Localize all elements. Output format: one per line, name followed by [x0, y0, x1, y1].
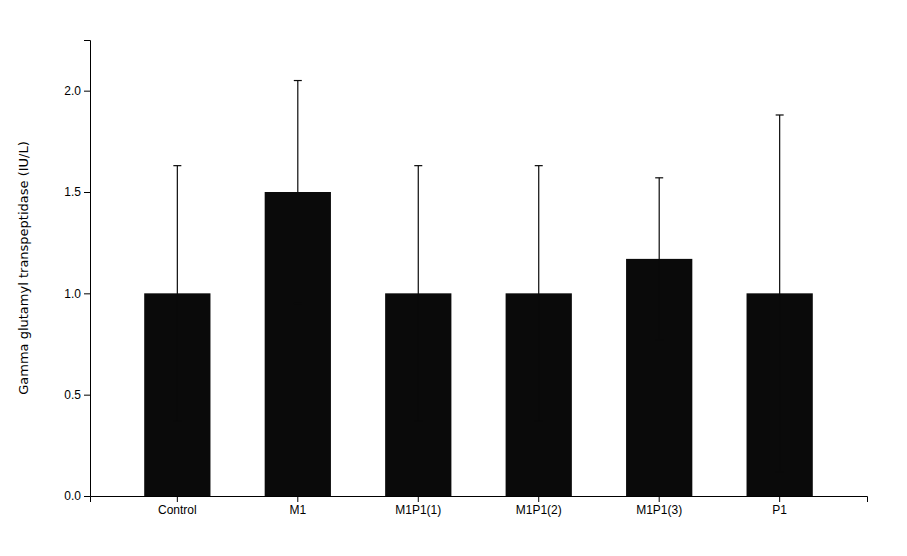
- y-tick: 0.0: [64, 489, 90, 503]
- y-tick-label: 0.5: [64, 388, 81, 402]
- y-tick-label: 2.0: [64, 84, 81, 98]
- error-bar: [294, 81, 302, 304]
- error-bar: [173, 166, 181, 421]
- x-tick-mark: [418, 496, 419, 502]
- x-tick-mark: [659, 496, 660, 502]
- error-bar-cap-upper: [535, 165, 543, 166]
- y-tick-mark: [84, 293, 90, 294]
- error-bar-cap-lower: [173, 420, 181, 421]
- x-tick: M1P1(1): [395, 496, 441, 517]
- x-tick-mark: [177, 496, 178, 502]
- x-tick-label: M1P1(3): [636, 503, 682, 517]
- y-tick-mark: [84, 192, 90, 193]
- x-tick-label: M1: [289, 503, 306, 517]
- y-tick: 2.0: [64, 84, 90, 98]
- error-bar: [414, 166, 422, 421]
- x-tick: P1: [772, 496, 787, 517]
- y-tick: 1.0: [64, 287, 90, 301]
- error-bar-stem: [659, 178, 660, 340]
- x-tick-mark: [297, 496, 298, 502]
- y-axis-line: [84, 41, 91, 497]
- error-bar: [776, 115, 784, 472]
- y-tick-label: 0.0: [64, 489, 81, 503]
- error-bar: [655, 178, 663, 340]
- x-tick: M1P1(2): [516, 496, 562, 517]
- error-bar-cap-lower: [776, 471, 784, 472]
- marks: [144, 81, 813, 496]
- y-tick-mark: [84, 91, 90, 92]
- x-tick: M1P1(3): [636, 496, 682, 517]
- error-bar-cap-upper: [414, 165, 422, 166]
- x-tick-mark: [779, 496, 780, 502]
- y-tick-label: 1.0: [64, 287, 81, 301]
- error-bar-stem: [538, 166, 539, 421]
- y-axis: 0.0 0.5 1.0 1.5 2.0: [64, 41, 90, 504]
- error-bar-cap-lower: [294, 303, 302, 304]
- error-bar-cap-upper: [776, 114, 784, 115]
- x-axis-line: [91, 497, 868, 503]
- error-bar-stem: [177, 166, 178, 421]
- x-tick: M1: [289, 496, 306, 517]
- y-tick-label: 1.5: [64, 185, 81, 199]
- chart: Control M1 M1P1(1) M1P1(2) M1P1(3) P1 0.0 0.5 1.…: [0, 0, 907, 556]
- x-tick: Control: [158, 496, 197, 517]
- error-bar-stem: [297, 81, 298, 304]
- plot: Control M1 M1P1(1) M1P1(2) M1P1(3) P1 0.0 0.5 1.…: [64, 41, 867, 517]
- x-tick-label: M1P1(1): [395, 503, 441, 517]
- x-axis: Control M1 M1P1(1) M1P1(2) M1P1(3) P1: [91, 496, 868, 517]
- y-tick-mark: [84, 395, 90, 396]
- y-tick-mark: [84, 496, 90, 497]
- y-tick: 0.5: [64, 388, 90, 402]
- error-bar-cap-upper: [655, 177, 663, 178]
- x-tick-mark: [538, 496, 539, 502]
- x-tick-label: M1P1(2): [516, 503, 562, 517]
- error-bar-cap-lower: [655, 339, 663, 340]
- error-bar-cap-lower: [535, 420, 543, 421]
- error-bar-cap-upper: [173, 165, 181, 166]
- error-bar-cap-lower: [414, 420, 422, 421]
- error-bar-stem: [418, 166, 419, 421]
- error-bar: [535, 166, 543, 421]
- x-tick-label: Control: [158, 503, 197, 517]
- error-bar-cap-upper: [294, 80, 302, 81]
- error-bar-stem: [779, 115, 780, 472]
- y-tick: 1.5: [64, 185, 90, 199]
- x-tick-label: P1: [772, 503, 787, 517]
- y-axis-title: Gamma glutamyl transpeptidase (IU/L): [16, 141, 31, 395]
